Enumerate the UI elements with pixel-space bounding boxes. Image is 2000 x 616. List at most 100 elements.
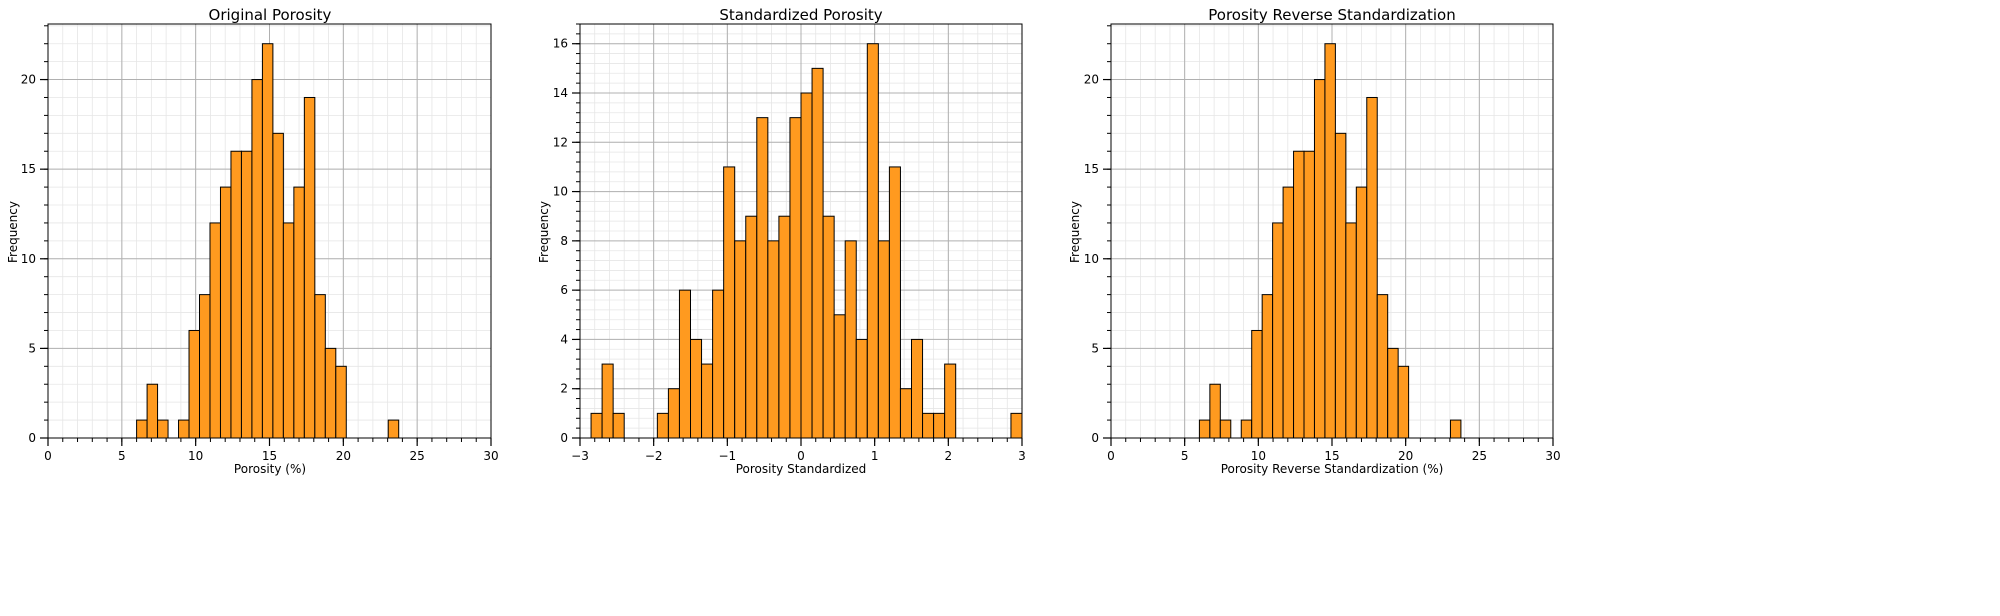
histogram-bar [944, 363, 957, 439]
histogram-bar [272, 132, 284, 439]
x-tick-label: −2 [645, 449, 663, 463]
histogram-bar [789, 117, 802, 439]
histogram-bar [335, 365, 347, 439]
y-tick-label: 0 [560, 431, 568, 445]
y-tick-label: 15 [1084, 162, 1099, 176]
histogram-bar [251, 79, 263, 439]
x-tick-label: 1 [871, 449, 879, 463]
x-tick-label: 3 [1018, 449, 1026, 463]
histogram-bar [656, 412, 669, 439]
histogram-bar [1334, 132, 1347, 439]
histogram-bar [1366, 96, 1378, 439]
histogram-bar [723, 166, 736, 439]
histogram-bar [667, 388, 680, 439]
y-tick-label: 14 [553, 86, 568, 100]
histogram-bar [293, 186, 305, 439]
histogram-bar [1209, 383, 1221, 439]
y-tick-label: 6 [560, 283, 568, 297]
y-axis-label: Frequency [1068, 201, 1082, 263]
histogram-bar [822, 215, 835, 439]
histogram-bar [303, 96, 316, 439]
y-tick-label: 20 [21, 73, 36, 87]
x-tick-label: 30 [1545, 449, 1560, 463]
histogram-bar [911, 338, 924, 439]
histogram-bar [188, 329, 201, 439]
y-tick-label: 10 [1084, 252, 1099, 266]
y-tick-label: 5 [28, 341, 36, 355]
histogram-bar [199, 294, 211, 439]
histogram-bar [324, 347, 337, 439]
histogram-bar [1272, 222, 1284, 439]
histogram-bar [712, 289, 725, 439]
y-tick-label: 4 [560, 332, 568, 346]
histogram-bar [157, 419, 169, 439]
histogram-bar [833, 314, 846, 439]
histogram-bar [690, 338, 703, 439]
histogram-bar [767, 240, 780, 439]
panel-title: Standardized Porosity [719, 6, 882, 24]
y-tick-label: 0 [28, 431, 36, 445]
x-tick-label: 5 [1181, 449, 1189, 463]
x-tick-label: 5 [118, 449, 126, 463]
histogram-bar [756, 117, 769, 439]
x-tick-label: 20 [1398, 449, 1413, 463]
histogram-bar [1345, 222, 1357, 439]
y-tick-label: 12 [553, 135, 568, 149]
panel-porosity-reverse-standardization: Porosity Reverse Standardization Porosit… [1068, 6, 1561, 476]
x-tick-label: 10 [188, 449, 203, 463]
y-tick-label: 0 [1091, 431, 1099, 445]
histogram-bar [734, 240, 747, 439]
y-tick-label: 20 [1084, 73, 1099, 87]
x-tick-label: 25 [410, 449, 425, 463]
x-tick-label: 0 [1107, 449, 1115, 463]
histogram-bar [701, 363, 714, 439]
y-tick-label: 10 [553, 185, 568, 199]
histogram-bar [1397, 365, 1410, 439]
histogram-bar [778, 215, 791, 439]
panel-title: Original Porosity [209, 6, 332, 24]
y-tick-label: 16 [553, 37, 568, 51]
histogram-bar [1324, 43, 1336, 439]
x-axis-label: Porosity (%) [234, 462, 306, 476]
histogram-bar [387, 419, 400, 439]
panel-title: Porosity Reverse Standardization [1208, 6, 1455, 24]
x-tick-label: 15 [1324, 449, 1339, 463]
histogram-bar [178, 419, 190, 439]
histogram-bar [1387, 347, 1399, 439]
histogram-bar [866, 43, 879, 439]
histogram-bar [1240, 419, 1253, 439]
histogram-bar [877, 240, 890, 439]
histogram-bar [1449, 419, 1462, 439]
histogram-bar [590, 412, 603, 439]
histogram-bar [1376, 294, 1389, 439]
histogram-bar [209, 222, 221, 439]
x-tick-label: 30 [483, 449, 498, 463]
histogram-bar [855, 338, 868, 439]
histogram-bar [230, 150, 242, 439]
x-tick-label: 25 [1472, 449, 1487, 463]
histogram-bar [146, 383, 159, 439]
x-tick-label: 0 [797, 449, 805, 463]
histogram-bar [219, 186, 232, 439]
histogram-bar [261, 43, 274, 439]
x-tick-label: 20 [336, 449, 351, 463]
histogram-bar [811, 67, 824, 439]
x-tick-label: 10 [1251, 449, 1266, 463]
histogram-bar [888, 166, 901, 439]
y-tick-label: 8 [560, 234, 568, 248]
histogram-bar [136, 419, 148, 439]
histogram-bar [1251, 329, 1263, 439]
x-tick-label: 2 [945, 449, 953, 463]
y-tick-label: 15 [21, 162, 36, 176]
histogram-bar [844, 240, 857, 439]
panel-original-porosity: Original Porosity Porosity (%) Frequency… [6, 6, 499, 476]
y-axis-label: Frequency [537, 201, 551, 263]
histogram-bar [1219, 419, 1232, 439]
histogram-bar [1355, 186, 1368, 439]
x-tick-label: 0 [44, 449, 52, 463]
histogram-bar [933, 412, 946, 439]
histogram-bar [282, 222, 295, 439]
x-tick-label: −1 [718, 449, 736, 463]
y-tick-label: 2 [560, 382, 568, 396]
y-tick-label: 5 [1091, 341, 1099, 355]
